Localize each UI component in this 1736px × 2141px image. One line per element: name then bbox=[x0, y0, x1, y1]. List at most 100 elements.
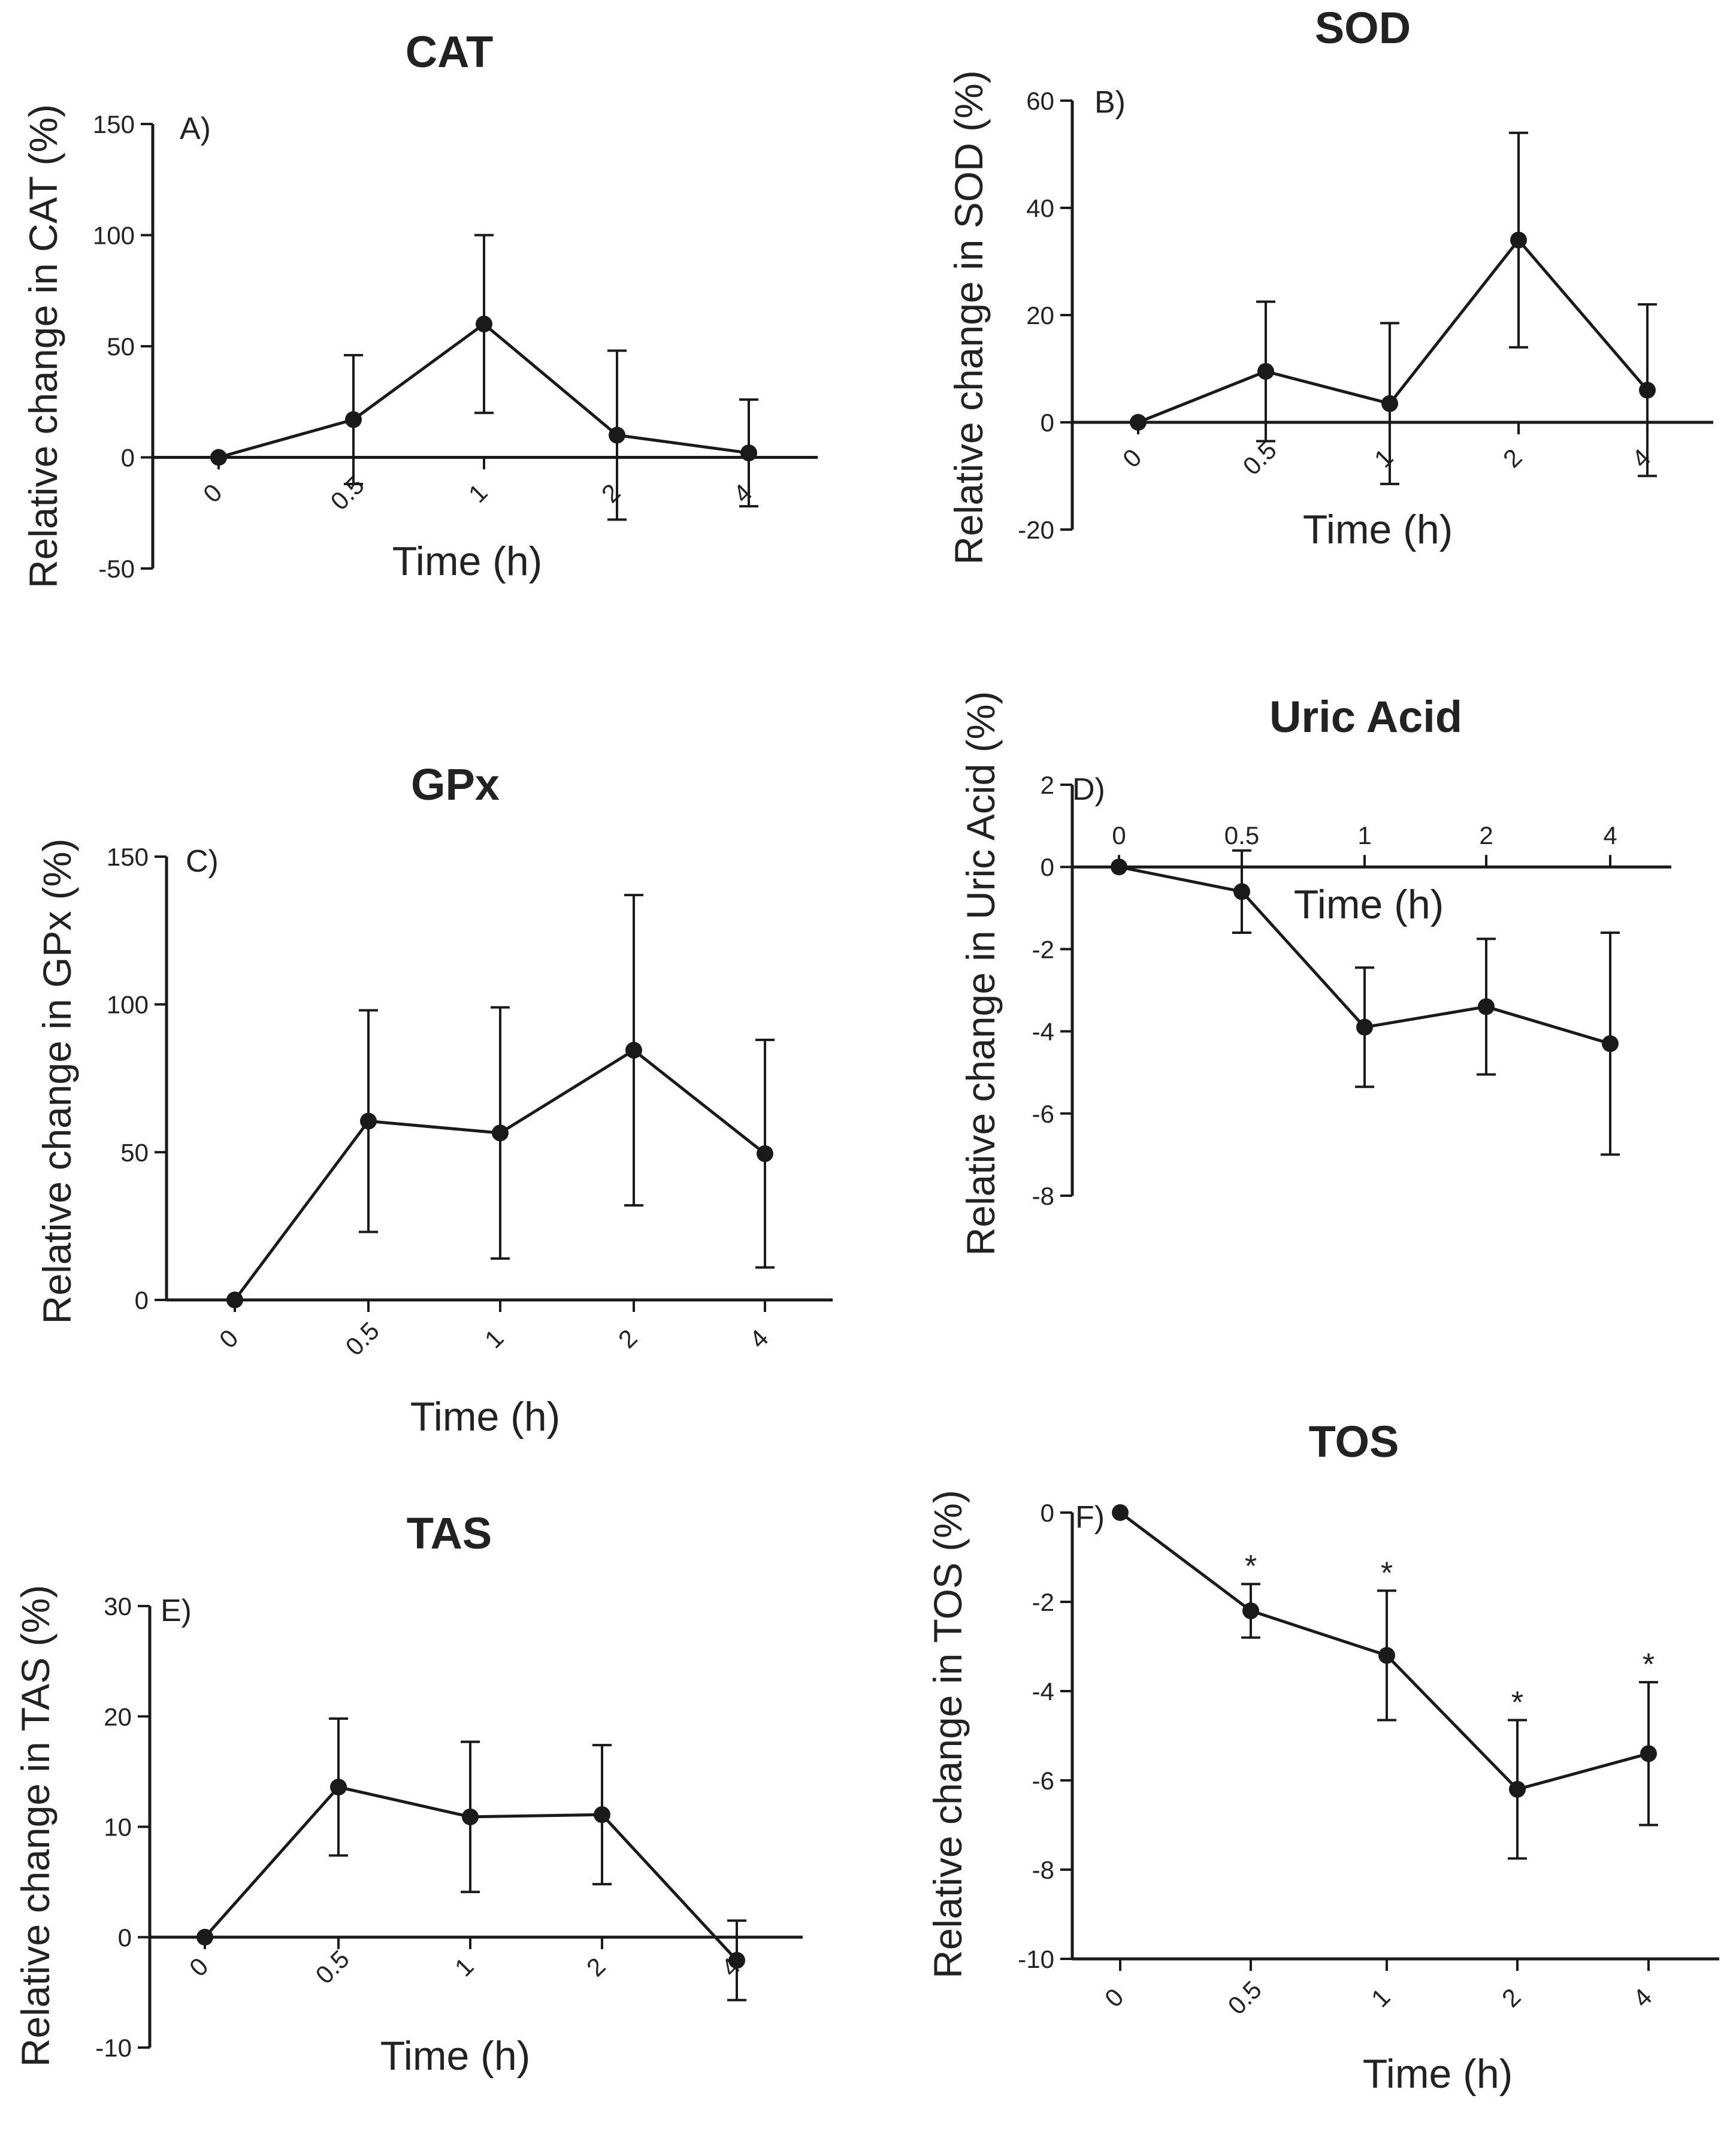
chart-panel-c: GPx C) Relative change in GPx (%) 150 100 50 0… bbox=[35, 760, 833, 1440]
data-point-f bbox=[1242, 1602, 1259, 1619]
data-point-e bbox=[330, 1779, 347, 1796]
data-point-a bbox=[740, 444, 757, 462]
chart-panel-a: CAT A) Relative change in CAT (%) 150 100 50 0… bbox=[21, 27, 818, 588]
data-point-b bbox=[1510, 231, 1527, 249]
y-tick-label-a: 100 bbox=[93, 222, 135, 250]
data-point-f bbox=[1378, 1647, 1395, 1664]
data-point-c bbox=[625, 1042, 642, 1059]
x-axis-label-d: Time (h) bbox=[1294, 882, 1444, 927]
data-point-b bbox=[1257, 362, 1274, 380]
y-tick-label-f: -8 bbox=[1032, 1856, 1054, 1884]
panel-label-a: A) bbox=[180, 111, 211, 146]
y-axis-label-f: Relative change in TOS (%) bbox=[926, 1490, 970, 1979]
data-point-d bbox=[1111, 858, 1127, 876]
data-point-e bbox=[728, 1952, 745, 1969]
y-tick-label-b: -20 bbox=[1018, 516, 1054, 544]
y-axis-label-a: Relative change in CAT (%) bbox=[21, 104, 65, 588]
y-tick-label-b: 20 bbox=[1026, 301, 1054, 329]
data-point-f bbox=[1509, 1780, 1526, 1798]
y-tick-label-d: -2 bbox=[1032, 935, 1054, 963]
y-tick-label-d: 2 bbox=[1041, 771, 1054, 799]
y-tick-label-e: -10 bbox=[95, 2034, 132, 2062]
y-tick-label-e: 0 bbox=[118, 1924, 132, 1952]
x-tick-label-d: 1 bbox=[1357, 821, 1371, 849]
y-tick-label-a: 150 bbox=[93, 110, 135, 138]
data-point-b bbox=[1381, 395, 1398, 412]
panel-label-f: F) bbox=[1075, 1500, 1105, 1535]
y-tick-label-c: 100 bbox=[107, 991, 149, 1019]
y-tick-label-a: 50 bbox=[107, 332, 135, 361]
chart-title-c: GPx bbox=[411, 760, 500, 809]
data-point-e bbox=[462, 1808, 479, 1825]
panel-label-d: D) bbox=[1072, 772, 1105, 807]
data-point-e bbox=[594, 1806, 610, 1824]
significance-marker-f: * bbox=[1245, 1549, 1257, 1584]
y-axis-label-c: Relative change in GPx (%) bbox=[35, 839, 79, 1324]
x-axis-label-c: Time (h) bbox=[410, 1394, 561, 1440]
data-point-c bbox=[757, 1145, 773, 1162]
y-tick-label-d: -6 bbox=[1032, 1100, 1054, 1128]
chart-panel-e: TAS E) Relative change in TAS (%) 30 20 10 0 -1… bbox=[13, 1508, 803, 2079]
data-point-a bbox=[476, 315, 492, 332]
y-tick-label-c: 50 bbox=[120, 1138, 149, 1166]
y-tick-label-b: 0 bbox=[1041, 409, 1054, 437]
chart-title-b: SOD bbox=[1315, 3, 1411, 53]
y-tick-label-b: 60 bbox=[1026, 87, 1054, 115]
y-tick-label-c: 0 bbox=[135, 1286, 149, 1314]
y-tick-label-e: 30 bbox=[104, 1592, 132, 1620]
y-tick-label-f: -6 bbox=[1032, 1767, 1054, 1795]
y-tick-label-f: -4 bbox=[1032, 1677, 1054, 1705]
chart-title-a: CAT bbox=[406, 27, 494, 77]
y-axis-label-b: Relative change in SOD (%) bbox=[946, 70, 991, 564]
data-point-c bbox=[492, 1124, 509, 1142]
significance-marker-f: * bbox=[1381, 1556, 1393, 1590]
x-axis-label-a: Time (h) bbox=[392, 539, 543, 584]
y-tick-label-e: 10 bbox=[104, 1813, 132, 1841]
data-point-d bbox=[1478, 998, 1495, 1015]
significance-marker-f: * bbox=[1643, 1647, 1655, 1682]
x-axis-label-f: Time (h) bbox=[1363, 2051, 1513, 2097]
x-tick-label-d: 2 bbox=[1479, 821, 1493, 849]
data-point-b bbox=[1639, 382, 1656, 399]
y-axis-label-d: Relative change in Uric Acid (%) bbox=[958, 691, 1003, 1256]
x-tick-label-d: 0.5 bbox=[1224, 821, 1259, 849]
y-tick-label-b: 40 bbox=[1026, 194, 1054, 222]
data-point-d bbox=[1602, 1035, 1619, 1053]
y-tick-label-a: -50 bbox=[98, 555, 135, 583]
x-axis-label-b: Time (h) bbox=[1303, 507, 1453, 552]
y-tick-label-f: -10 bbox=[1018, 1945, 1054, 1973]
chart-panel-d: Uric Acid D) Relative change in Uric Acid … bbox=[958, 691, 1671, 1256]
data-point-e bbox=[196, 1928, 213, 1946]
y-tick-label-f: 0 bbox=[1041, 1499, 1054, 1527]
data-point-a bbox=[210, 449, 227, 466]
y-tick-label-f: -2 bbox=[1032, 1588, 1054, 1616]
panel-label-b: B) bbox=[1094, 85, 1126, 120]
chart-title-e: TAS bbox=[407, 1508, 492, 1558]
data-point-b bbox=[1130, 414, 1147, 431]
data-point-a bbox=[345, 411, 362, 428]
x-tick-label-d: 4 bbox=[1603, 821, 1617, 849]
data-point-c bbox=[226, 1292, 243, 1308]
y-tick-label-a: 0 bbox=[121, 444, 135, 472]
panel-label-c: C) bbox=[186, 844, 219, 879]
y-tick-label-e: 20 bbox=[104, 1702, 132, 1731]
y-tick-label-c: 150 bbox=[107, 843, 149, 871]
data-point-f bbox=[1112, 1504, 1129, 1521]
data-point-f bbox=[1640, 1745, 1657, 1762]
data-point-a bbox=[609, 427, 625, 444]
data-point-c bbox=[360, 1112, 377, 1130]
data-point-d bbox=[1356, 1018, 1373, 1036]
y-axis-label-e: Relative change in TAS (%) bbox=[13, 1585, 58, 2067]
x-axis-label-e: Time (h) bbox=[380, 2033, 531, 2079]
significance-marker-f: * bbox=[1511, 1685, 1523, 1720]
y-tick-label-d: -4 bbox=[1032, 1018, 1054, 1046]
x-tick-label-d: 0 bbox=[1112, 821, 1126, 849]
chart-title-f: TOS bbox=[1309, 1417, 1399, 1466]
y-tick-label-d: -8 bbox=[1032, 1182, 1054, 1210]
data-point-d bbox=[1233, 883, 1250, 900]
chart-title-d: Uric Acid bbox=[1269, 692, 1462, 742]
y-tick-label-d: 0 bbox=[1041, 853, 1054, 881]
